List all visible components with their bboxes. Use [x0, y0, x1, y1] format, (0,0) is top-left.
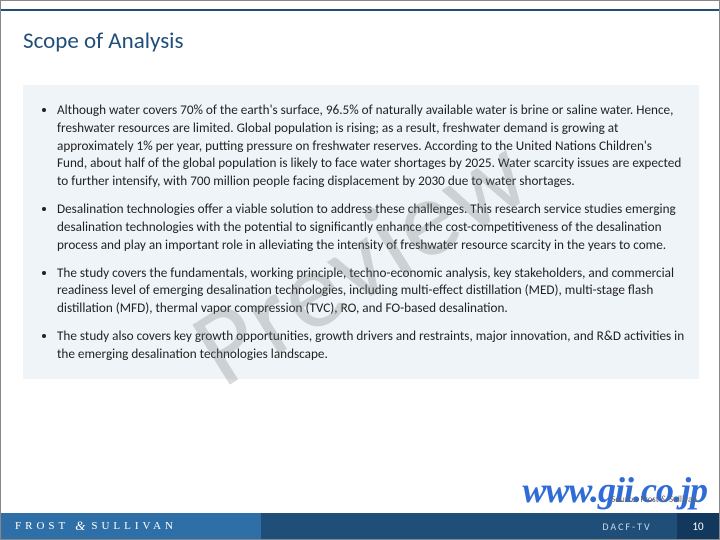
footer-page-number: 10 — [677, 513, 719, 539]
footer-code: DACF-TV — [577, 513, 677, 539]
bullet-item: The study also covers key growth opportu… — [57, 327, 685, 363]
brand-amp: & — [75, 518, 85, 534]
top-rule — [1, 9, 719, 11]
source-credit: Source: Frost & Sullivan — [611, 494, 697, 505]
bullet-list: Although water covers 70% of the earth's… — [37, 101, 685, 363]
brand-right: SULLIVAN — [91, 520, 177, 532]
bullet-item: Desalination technologies offer a viable… — [57, 200, 685, 253]
slide: Scope of Analysis Although water covers … — [0, 0, 720, 540]
content-box: Although water covers 70% of the earth's… — [23, 85, 699, 379]
slide-title: Scope of Analysis — [23, 27, 183, 55]
bullet-item: The study covers the fundamentals, worki… — [57, 264, 685, 317]
footer-bar: FROST & SULLIVAN DACF-TV 10 — [1, 513, 719, 539]
footer-mid — [261, 513, 577, 539]
brand-left: FROST — [15, 520, 69, 532]
bullet-item: Although water covers 70% of the earth's… — [57, 101, 685, 190]
footer-brand: FROST & SULLIVAN — [1, 513, 261, 539]
